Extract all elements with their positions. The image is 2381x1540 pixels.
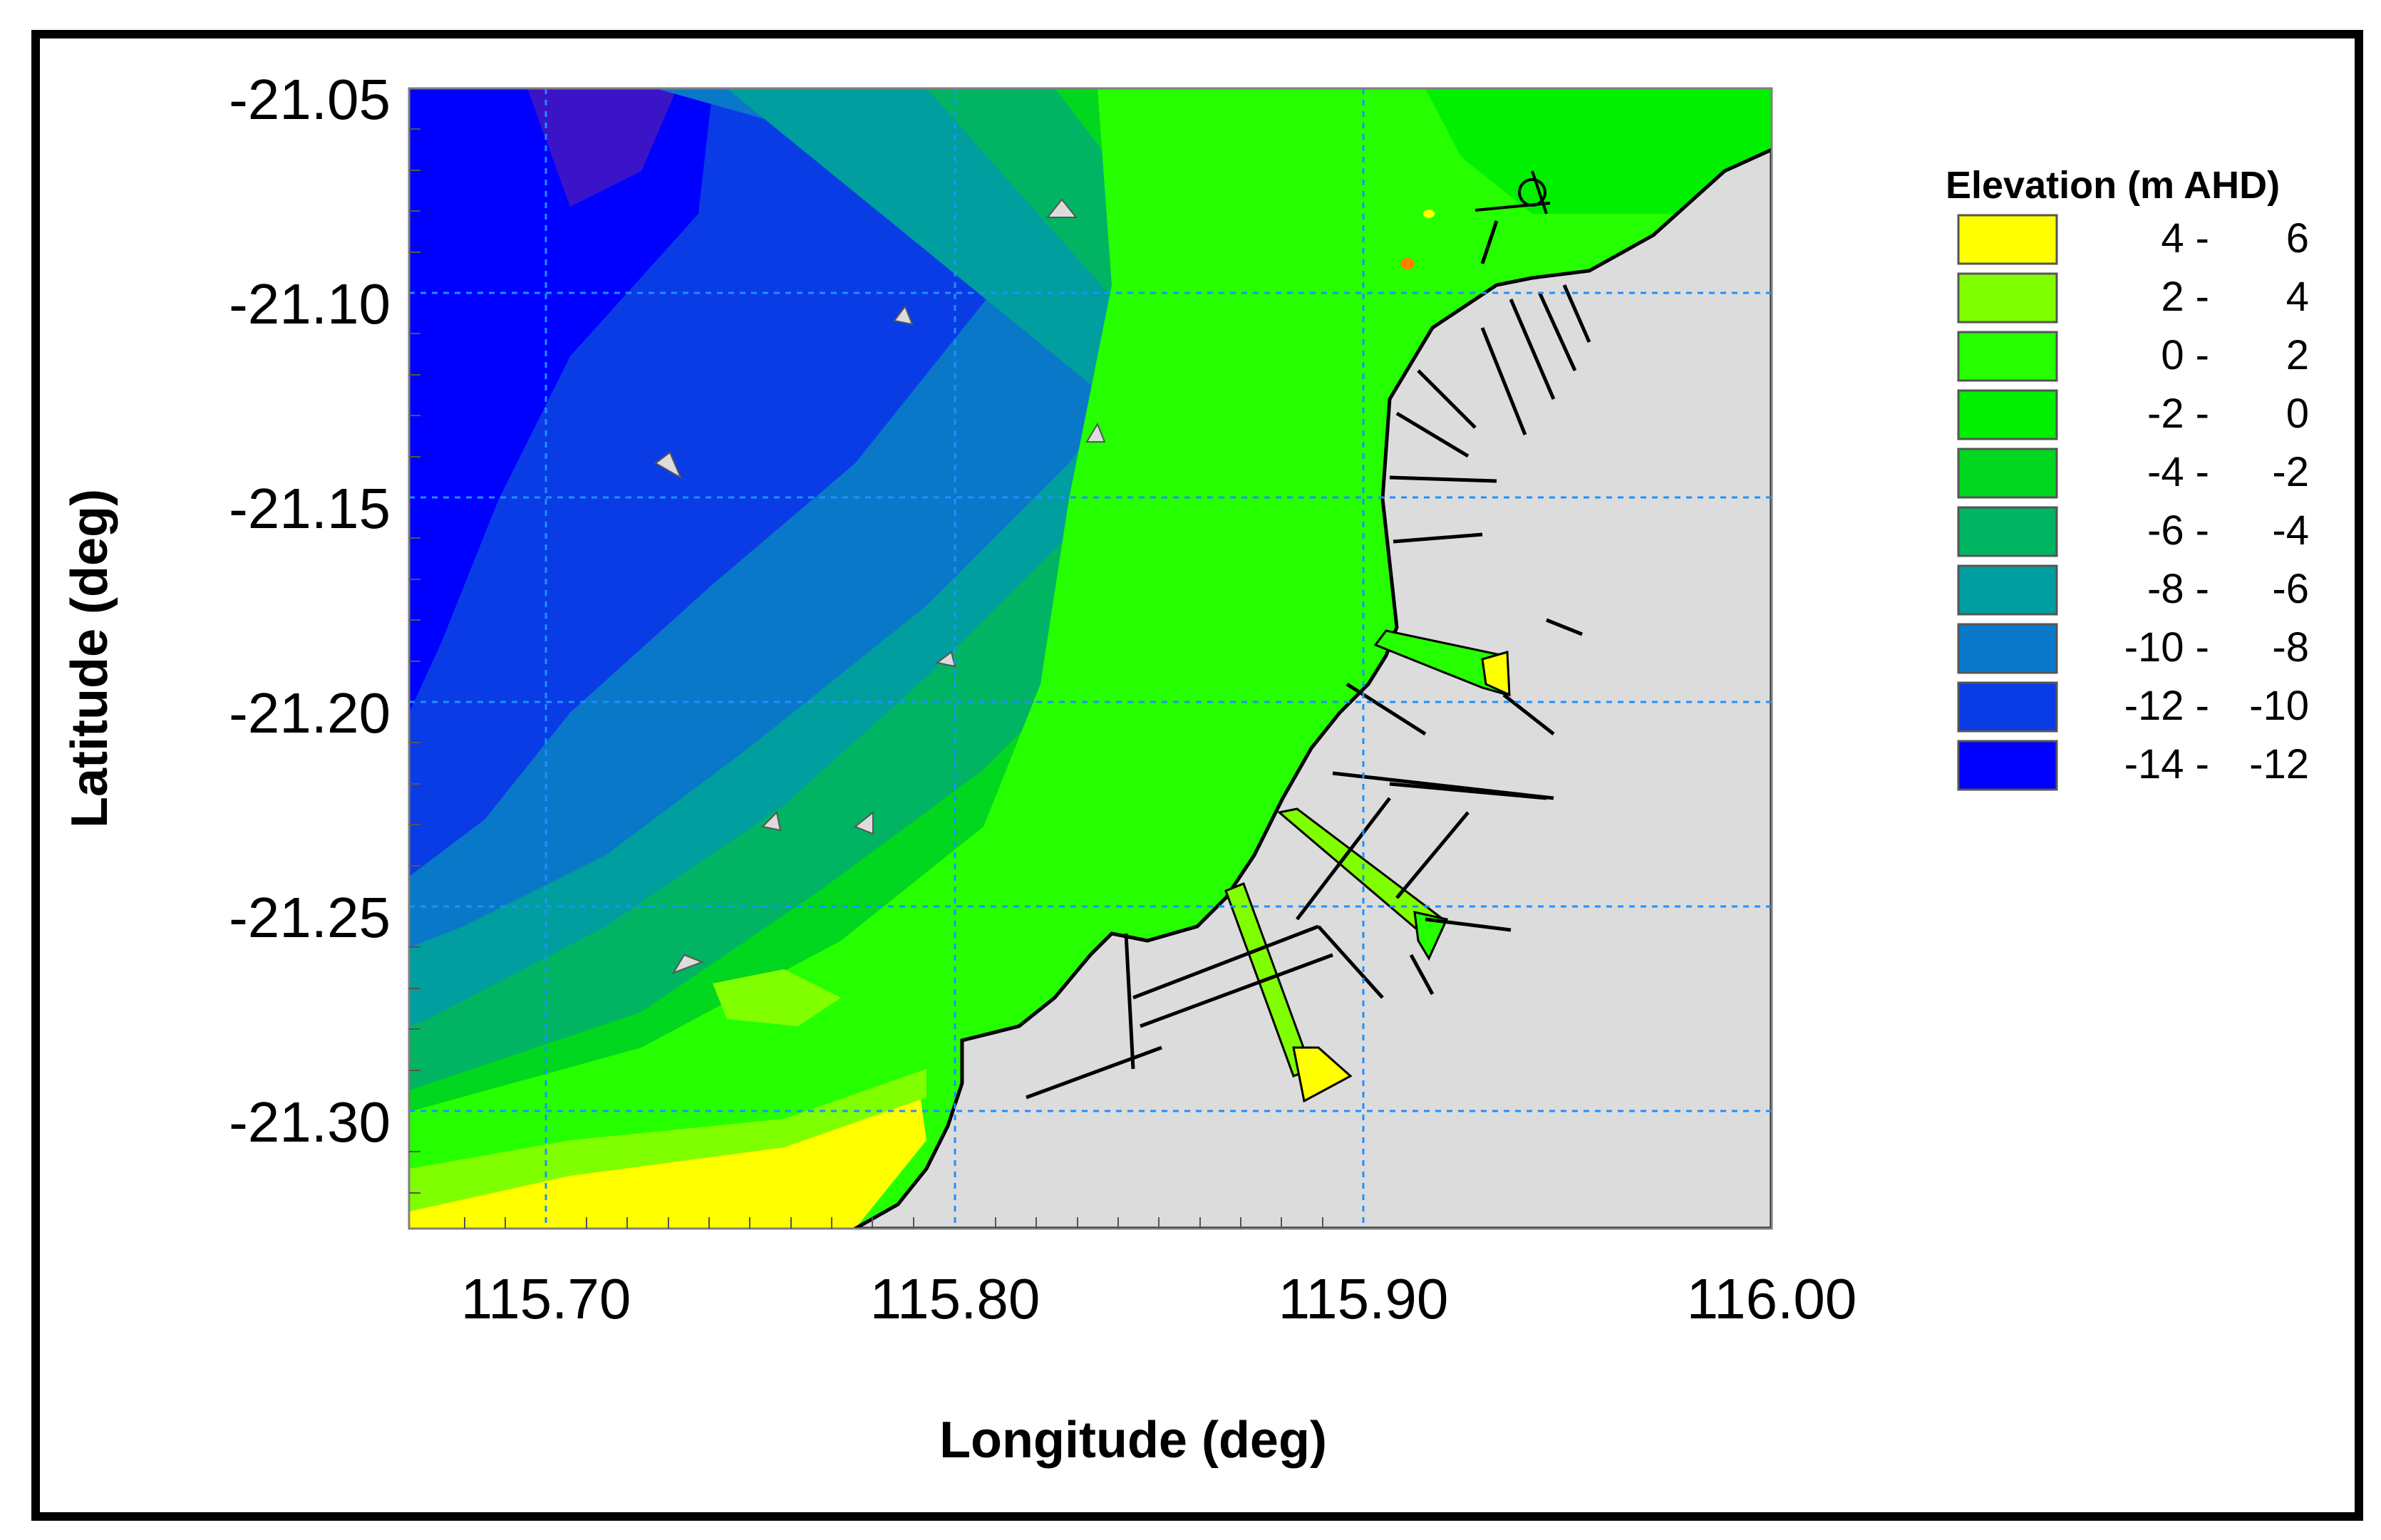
land-structures <box>1026 220 1591 1100</box>
y-tick-label: -21.25 <box>229 886 391 949</box>
legend-range-from: -2 - <box>2147 391 2209 437</box>
legend-swatch <box>1957 506 2058 557</box>
legend-range-from: -10 - <box>2124 624 2209 671</box>
marker <box>654 451 683 480</box>
hotspot <box>1400 258 1415 269</box>
plot-border <box>408 87 1773 1230</box>
legend-range-to: 4 <box>2286 274 2309 320</box>
legend-range-from: -6 - <box>2147 507 2209 554</box>
y-axis-title: Latitude (deg) <box>61 489 118 828</box>
legend-title: Elevation (m AHD) <box>1946 164 2280 207</box>
legend-range-to: -6 <box>2272 566 2309 612</box>
legend-swatch <box>1957 564 2058 616</box>
jetty-feature <box>1474 170 1551 215</box>
band-purple <box>527 88 677 207</box>
x-tick-label: 115.90 <box>1279 1267 1449 1330</box>
legend-range-to: 0 <box>2286 391 2309 437</box>
marker <box>1045 198 1078 218</box>
x-tick-label: 115.80 <box>870 1267 1040 1330</box>
marker <box>854 810 874 835</box>
legend-range-from: 0 - <box>2161 332 2209 378</box>
band-deepest <box>409 88 713 713</box>
channel-mid-end <box>1413 911 1449 961</box>
legend-range-from: 4 - <box>2161 215 2209 262</box>
channel-south-end <box>1292 1046 1353 1103</box>
legend-range-to: -8 <box>2272 624 2309 671</box>
x-tick-label: 116.00 <box>1687 1267 1857 1330</box>
y-tick-label: -21.20 <box>229 681 391 745</box>
y-tick-label: -21.30 <box>229 1090 391 1154</box>
legend-swatch <box>1957 214 2058 265</box>
legend-range-to: -2 <box>2272 449 2309 495</box>
land <box>851 148 1772 1229</box>
legend-range-to: 6 <box>2286 215 2309 262</box>
legend-swatch <box>1957 740 2058 791</box>
legend: Elevation (m AHD) 4 - 6 2 - 4 0 - 2 -2 - 0 -4 - -… <box>1946 164 2309 791</box>
x-tick-label: 115.70 <box>461 1267 631 1330</box>
legend-swatch <box>1957 681 2058 733</box>
contour-plot-area <box>409 88 1772 1229</box>
legend-range-from: -14 - <box>2124 741 2209 787</box>
legend-range-from: -12 - <box>2124 683 2209 729</box>
legend-range-from: -8 - <box>2147 566 2209 612</box>
legend-range-from: -4 - <box>2147 449 2209 495</box>
marker <box>935 651 956 668</box>
x-axis-title: Longitude (deg) <box>939 1412 1327 1469</box>
shoal-lightgreen <box>409 1069 926 1211</box>
legend-swatch <box>1957 623 2058 674</box>
marker <box>760 810 782 832</box>
legend-range-to: -12 <box>2249 741 2309 787</box>
legend-swatch <box>1957 331 2058 382</box>
legend-swatch <box>1957 448 2058 499</box>
legend-swatch <box>1957 272 2058 324</box>
y-tick-label: -21.10 <box>229 272 391 336</box>
marker <box>671 954 704 974</box>
y-axis-minor-ticks <box>409 128 420 1194</box>
legend-range-from: 2 - <box>2161 274 2209 320</box>
band-nearshore <box>1425 88 1772 214</box>
hotspot <box>1423 210 1435 218</box>
legend-range-to: -4 <box>2272 507 2309 554</box>
y-tick-label: -21.05 <box>229 68 391 131</box>
legend-range-to: 2 <box>2286 332 2309 378</box>
station-markers <box>654 198 1106 974</box>
marker <box>1085 422 1106 443</box>
shoal-mid <box>713 969 841 1026</box>
y-tick-label: -21.15 <box>229 477 391 540</box>
channel-north-end <box>1481 651 1511 697</box>
legend-swatch <box>1957 389 2058 440</box>
channel-north <box>1373 629 1509 697</box>
marker <box>893 304 914 326</box>
x-axis-minor-ticks <box>464 1217 1323 1229</box>
legend-range-to: -10 <box>2249 683 2309 729</box>
